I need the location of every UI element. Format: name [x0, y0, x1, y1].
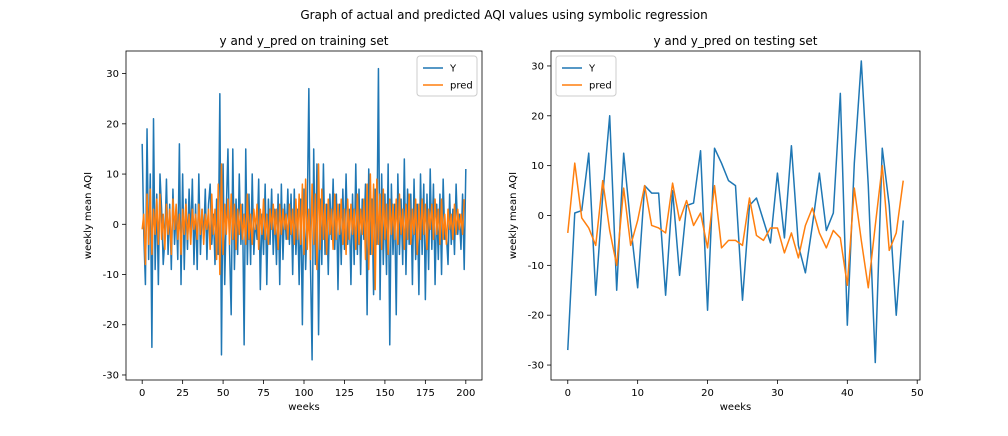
subplot-title: y and y_pred on testing set [653, 34, 817, 48]
x-tick-label: 200 [456, 388, 475, 399]
x-tick-label: 30 [771, 388, 784, 399]
y-tick-label: -20 [528, 311, 544, 322]
subplot-training: 0 25 50 75 100 125 150 175 200 -30 -20 -10 0 10 20 30 y … [83, 34, 483, 413]
subplots: 0 25 50 75 100 125 150 175 200-30-20-100102030y … [83, 34, 924, 413]
legend-box [555, 55, 617, 97]
x-tick-label: 125 [335, 388, 354, 399]
y-axis-label: weekly mean AQI [508, 172, 519, 259]
x-tick-label: 40 [841, 388, 854, 399]
x-tick-label: 50 [217, 388, 230, 399]
legend-label-pred: pred [589, 81, 612, 92]
y-tick-label: -10 [103, 270, 119, 281]
y-tick-label: -30 [103, 370, 119, 381]
y-tick-label: 10 [106, 170, 119, 181]
legend-label-y: Y [449, 64, 457, 75]
y-axis-label: weekly mean AQI [83, 172, 94, 259]
y-tick-label: -30 [528, 361, 544, 372]
x-tick-label: 20 [701, 388, 714, 399]
y-tick-label: 20 [531, 111, 544, 122]
legend-label-pred: pred [450, 81, 473, 92]
x-tick-label: 150 [375, 388, 394, 399]
x-tick-label: 0 [139, 388, 145, 399]
y-tick-label: 0 [113, 220, 119, 231]
legend-label-y: Y [588, 64, 596, 75]
series-line-pred [567, 162, 904, 289]
legend-box [416, 55, 478, 97]
subplot-title: y and y_pred on training set [220, 34, 389, 48]
y-tick-label: 30 [531, 61, 544, 72]
y-tick-label: 10 [531, 161, 544, 172]
x-axis-label: weeks [720, 402, 751, 413]
x-tick-label: 50 [911, 388, 924, 399]
y-tick-label: 0 [538, 211, 544, 222]
x-tick-label: 175 [416, 388, 435, 399]
y-tick-label: 30 [106, 69, 119, 80]
x-tick-label: 0 [565, 388, 571, 399]
x-axis-label: weeks [288, 402, 319, 413]
x-tick-label: 100 [294, 388, 313, 399]
x-tick-label: 25 [176, 388, 189, 399]
series-line-pred [141, 163, 465, 291]
x-tick-label: 75 [257, 388, 270, 399]
subplot-testing: 0 10 20 30 40 50 -30 -20 -10 0 10 20 30 y and y_pred … [508, 34, 924, 413]
y-tick-label: -20 [103, 320, 119, 331]
series-line-y [567, 60, 904, 364]
x-tick-label: 10 [631, 388, 644, 399]
y-tick-label: 20 [106, 119, 119, 130]
figure-suptitle: Graph of actual and predicted AQI values… [300, 8, 707, 22]
y-tick-label: -10 [528, 261, 544, 272]
